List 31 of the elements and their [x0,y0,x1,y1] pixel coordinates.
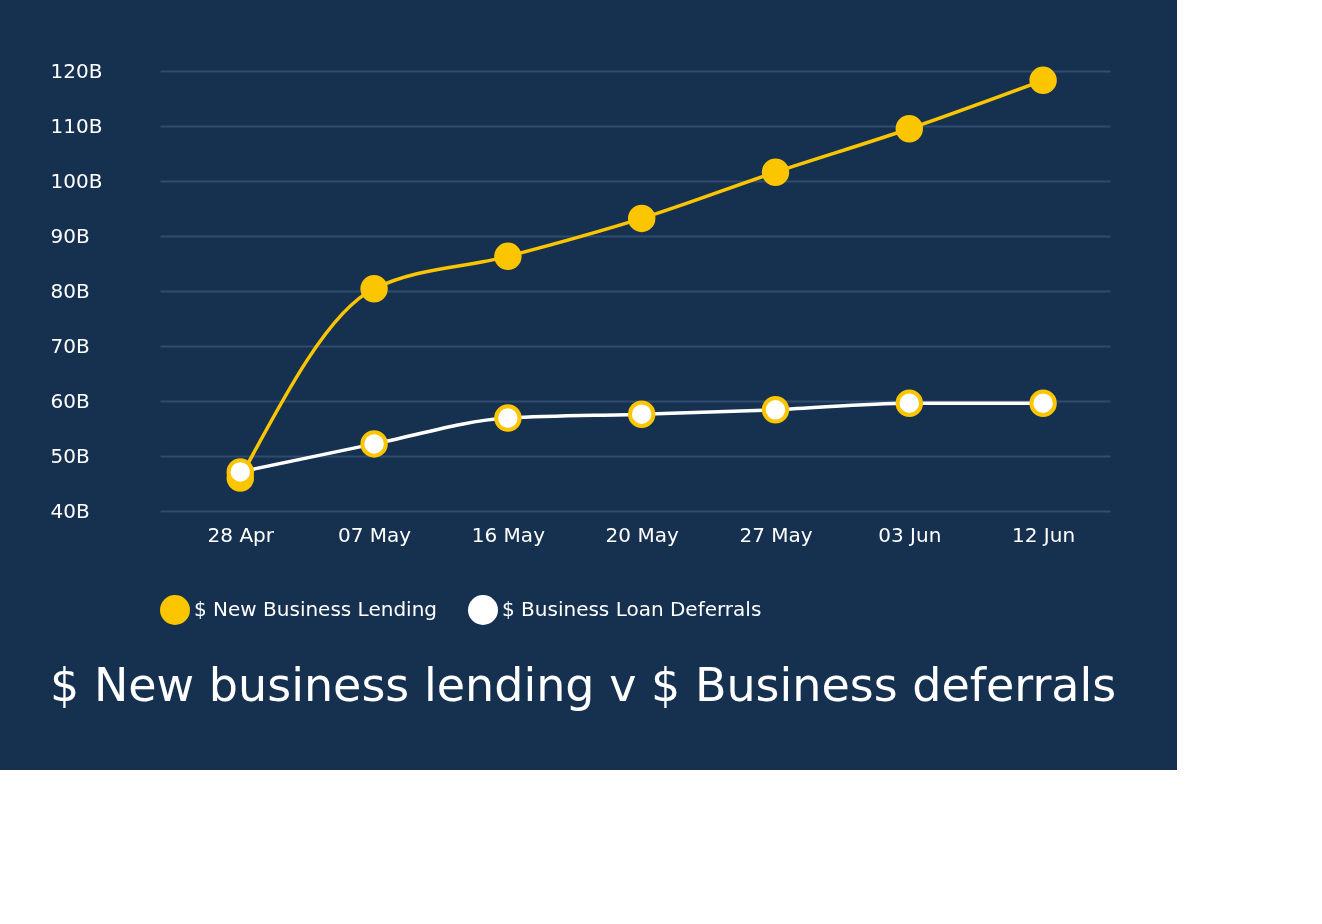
point [627,204,656,233]
y-tick-label: 70B [50,333,90,358]
y-tick-label: 60B [50,388,90,413]
y-tick-label: 110B [50,113,103,138]
text: $ New business lending v $ Business deferrals [50,658,1117,712]
x-tick-label: 12 Jun [1012,522,1076,547]
y-tick-label: 120B [50,58,103,83]
x-tick-label: 28 Apr [207,522,275,547]
point [360,275,388,303]
point [761,158,790,186]
x-tick-label: 16 May [471,522,546,547]
y-tick-label: 80B [50,278,90,303]
y-tick-label: 50B [50,443,90,468]
x-tick-label: 27 May [739,522,813,547]
y-tick-label: 90B [50,223,90,248]
point [494,242,522,271]
legend-label: $ New Business Lending [194,597,438,621]
y-tick-label: 100B [50,168,103,193]
x-tick-label: 03 Jun [878,522,942,547]
y-tick-label: 40B [50,498,90,523]
point [1029,66,1057,95]
x-tick-label: 20 May [605,522,679,547]
point [1029,389,1057,417]
point [627,400,656,428]
point [895,389,924,417]
legend-label: $ Business Loan Deferrals [502,597,762,621]
point [494,404,522,432]
x-tick-label: 07 May [338,522,412,547]
point [360,430,388,458]
point [895,115,924,143]
point [761,396,790,424]
